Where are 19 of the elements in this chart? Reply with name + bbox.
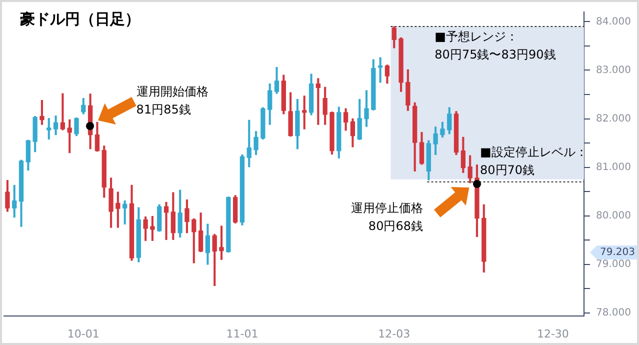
ref-line-label: ■設定停止レベル： 80円70銭 [480, 144, 588, 177]
y-tick-label: 82.000 [596, 113, 632, 124]
y-tick-label: 79.000 [596, 258, 632, 270]
chart-title: 豪ドル円（日足） [19, 10, 140, 28]
candlestick [164, 202, 169, 240]
y-tick-label: 81.000 [596, 162, 632, 173]
x-tick-label: 10-01 [67, 327, 100, 340]
y-tick-label: 84.000 [596, 16, 632, 28]
y-tick-label: 83.000 [596, 64, 632, 76]
x-tick-label: 11-01 [226, 327, 258, 340]
band-label: ■予想レンジ： 80円75銭〜83円90銭 [434, 30, 556, 62]
annotation: 運用停止価格 80円68銭 [350, 200, 423, 233]
y-tick-label: 78.000 [596, 307, 632, 318]
annotation: 運用開始価格 81円85銭 [136, 84, 208, 117]
x-tick-label: 12-30 [536, 327, 569, 340]
x-tick-label: 12-03 [378, 327, 410, 340]
y-tick-label: 80.000 [596, 210, 632, 222]
candlestick [302, 96, 307, 130]
text: 79.203 [600, 247, 636, 258]
